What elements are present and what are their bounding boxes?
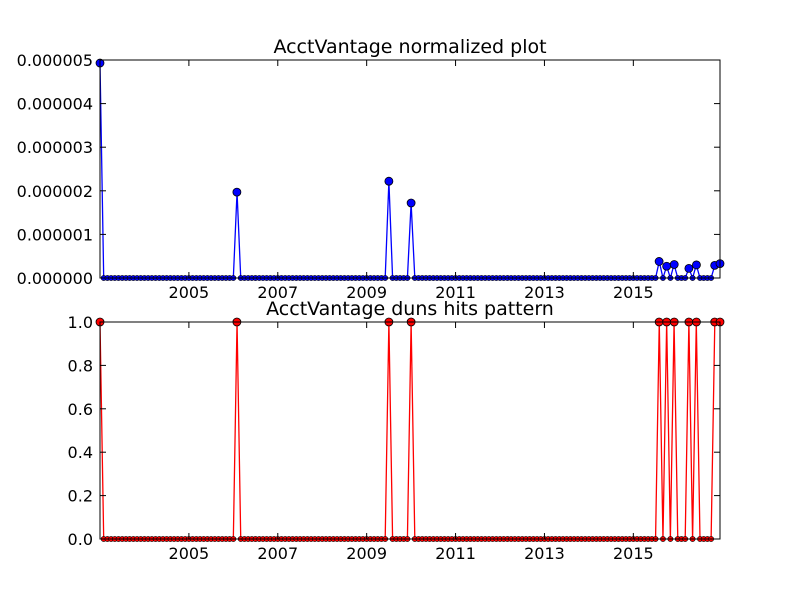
plot-frame <box>99 321 721 540</box>
x-tick-label: 2011 <box>435 544 476 563</box>
y-tick-label: 0.0 <box>68 530 93 549</box>
x-tick-label: 2013 <box>524 283 565 302</box>
series-group <box>95 58 725 281</box>
x-tick-label: 2015 <box>613 283 654 302</box>
y-tick-label: 0.000004 <box>17 95 93 114</box>
data-point <box>669 260 679 269</box>
tick-group: 0.000000 0.000001 0.000002 0.000003 0.000004… <box>17 51 720 302</box>
series-line <box>99 63 719 281</box>
chart-title: AcctVantage normalized plot <box>273 36 546 58</box>
series-group <box>95 317 725 542</box>
x-tick-label: 2007 <box>257 544 298 563</box>
y-tick-label: 0.000001 <box>17 225 93 244</box>
chart-title: AcctVantage duns hits pattern <box>266 298 554 320</box>
data-point <box>384 176 394 186</box>
series-line <box>99 321 719 540</box>
chart-duns-hits: AcctVantage duns hits pattern 0.00.20.40… <box>68 298 725 563</box>
data-point <box>406 198 416 208</box>
x-tick-label: 2009 <box>346 544 387 563</box>
y-tick-label: 0.6 <box>68 400 93 419</box>
x-tick-label: 2007 <box>257 283 298 302</box>
x-tick-label: 2005 <box>169 283 210 302</box>
tick-group: 0.0 0.2 0.4 0.6 0.8 1.0 2005 2007 2009 2011 2013 20… <box>68 313 720 563</box>
x-tick-label: 2011 <box>435 283 476 302</box>
y-tick-label: 0.8 <box>68 356 93 375</box>
data-point <box>232 187 242 197</box>
chart-normalized: AcctVantage normalized plot 0.0000000.00… <box>17 36 725 302</box>
y-tick-label: 0.000002 <box>17 182 93 201</box>
x-tick-label: 2005 <box>169 544 210 563</box>
data-point <box>654 257 664 266</box>
y-tick-label: 0.000005 <box>17 51 93 70</box>
data-point <box>692 260 701 270</box>
y-tick-label: 0.000003 <box>17 138 93 157</box>
data-point <box>662 261 672 271</box>
x-tick-label: 2013 <box>524 544 565 563</box>
x-tick-label: 2009 <box>346 283 387 302</box>
y-tick-label: 0.4 <box>68 443 93 462</box>
y-tick-label: 1.0 <box>68 313 93 332</box>
plot-frame <box>99 59 721 279</box>
data-point <box>684 264 694 273</box>
y-tick-label: 0.2 <box>68 487 93 506</box>
y-tick-label: 0.000000 <box>17 269 93 288</box>
x-tick-label: 2015 <box>613 544 654 563</box>
